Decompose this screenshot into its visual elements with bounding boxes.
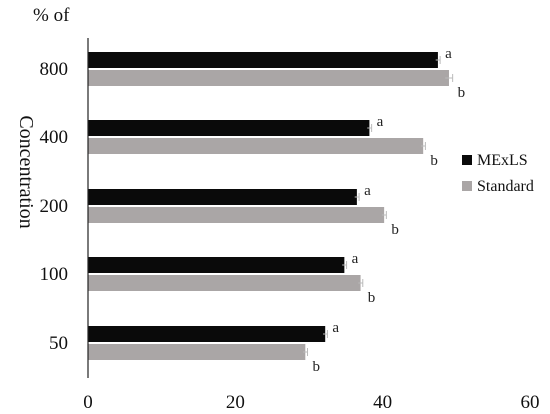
- chart-title: % of: [33, 5, 70, 26]
- significance-label-mexls-200: a: [364, 183, 371, 199]
- significance-label-standard-400: b: [430, 153, 438, 169]
- y-tick-label-50: 50: [49, 333, 68, 354]
- bar-standard-800: [88, 70, 449, 86]
- x-tick-label-0: 0: [83, 392, 93, 413]
- significance-label-mexls-100: a: [352, 251, 359, 267]
- x-tick-label-60: 60: [521, 392, 540, 413]
- significance-label-mexls-800: a: [445, 46, 452, 62]
- y-tick-label-400: 400: [40, 127, 69, 148]
- bar-standard-100: [88, 275, 361, 291]
- bar-mexls-400: [88, 120, 370, 136]
- plot-area: a b 800 a b 400 a b 200 a b 100 a b 50 0 20 40 60: [40, 38, 540, 413]
- legend-swatch-mexls: [462, 155, 472, 165]
- significance-label-mexls-50: a: [332, 320, 339, 336]
- legend: MExLS Standard: [462, 152, 534, 195]
- bar-standard-50: [88, 344, 306, 360]
- x-tick-label-40: 40: [373, 392, 392, 413]
- legend-label-standard: Standard: [477, 178, 534, 195]
- significance-label-standard-800: b: [458, 85, 466, 101]
- legend-label-mexls: MExLS: [477, 152, 528, 169]
- legend-swatch-standard: [462, 181, 472, 191]
- bar-mexls-50: [88, 326, 326, 342]
- y-axis-label: Concentration: [15, 115, 37, 228]
- bar-mexls-800: [88, 52, 438, 68]
- bar-standard-400: [88, 138, 424, 154]
- x-tick-label-20: 20: [226, 392, 245, 413]
- significance-label-standard-100: b: [368, 290, 376, 306]
- y-tick-label-800: 800: [40, 59, 69, 80]
- bar-standard-200: [88, 207, 385, 223]
- bar-mexls-100: [88, 257, 345, 273]
- y-tick-label-200: 200: [40, 196, 69, 217]
- y-tick-label-100: 100: [40, 264, 69, 285]
- significance-label-standard-200: b: [391, 222, 399, 238]
- bar-mexls-200: [88, 189, 357, 205]
- significance-label-standard-50: b: [313, 359, 321, 375]
- significance-label-mexls-400: a: [377, 114, 384, 130]
